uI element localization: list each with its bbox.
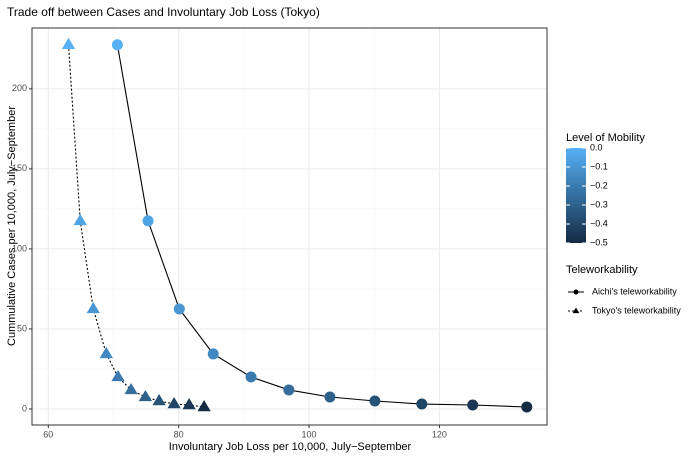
data-point xyxy=(521,401,533,413)
y-tick-label: 150 xyxy=(12,163,27,173)
colorbar-label: 0.0 xyxy=(590,142,603,152)
x-tick-label: 80 xyxy=(174,429,184,439)
x-tick-label: 120 xyxy=(432,429,447,439)
data-point xyxy=(138,389,153,402)
y-tick-label: 200 xyxy=(12,83,27,93)
y-tick-label: 0 xyxy=(22,403,27,413)
data-point xyxy=(73,213,87,226)
colorbar xyxy=(566,148,586,243)
data-point xyxy=(111,39,123,51)
data-point xyxy=(283,384,295,396)
x-tick-label: 60 xyxy=(43,429,53,439)
data-point xyxy=(324,391,336,403)
y-tick-label: 100 xyxy=(12,243,27,253)
data-point xyxy=(167,397,181,409)
chart-title: Trade off between Cases and Involuntary … xyxy=(7,5,320,19)
panel-border xyxy=(31,27,548,426)
legend-marker xyxy=(573,289,579,295)
data-point xyxy=(86,301,100,314)
data-point xyxy=(369,395,381,407)
data-point xyxy=(182,397,196,410)
data-point xyxy=(124,382,138,395)
y-axis-label: Cummulative Cases per 10,000, July−Septe… xyxy=(6,106,18,346)
series-line xyxy=(67,44,205,408)
data-point xyxy=(61,37,76,50)
colorbar-label: −0.3 xyxy=(590,199,608,209)
x-tick-label: 100 xyxy=(302,429,317,439)
colorbar-label: −0.2 xyxy=(590,180,608,190)
data-point xyxy=(173,303,185,315)
data-point xyxy=(142,215,154,227)
y-tick-label: 50 xyxy=(17,323,27,333)
data-point xyxy=(207,348,219,360)
data-point xyxy=(245,371,257,383)
legend-marker xyxy=(572,307,580,314)
data-point xyxy=(416,398,428,410)
colorbar-label: −0.1 xyxy=(590,161,608,171)
colorbar-label: −0.5 xyxy=(590,237,608,247)
data-point xyxy=(152,393,166,406)
color-legend-title: Level of Mobility xyxy=(566,132,645,144)
legend-label: Tokyo's teleworkability xyxy=(592,305,681,315)
colorbar-label: −0.4 xyxy=(590,218,608,228)
data-point xyxy=(197,399,211,412)
shape-legend-title: Teleworkability xyxy=(566,264,638,276)
data-point xyxy=(467,399,479,411)
legend-label: Aichi's teleworkability xyxy=(592,286,677,296)
x-axis-label: Involuntary Job Loss per 10,000, July−Se… xyxy=(169,441,412,453)
data-point xyxy=(111,369,125,382)
data-point xyxy=(99,346,113,359)
